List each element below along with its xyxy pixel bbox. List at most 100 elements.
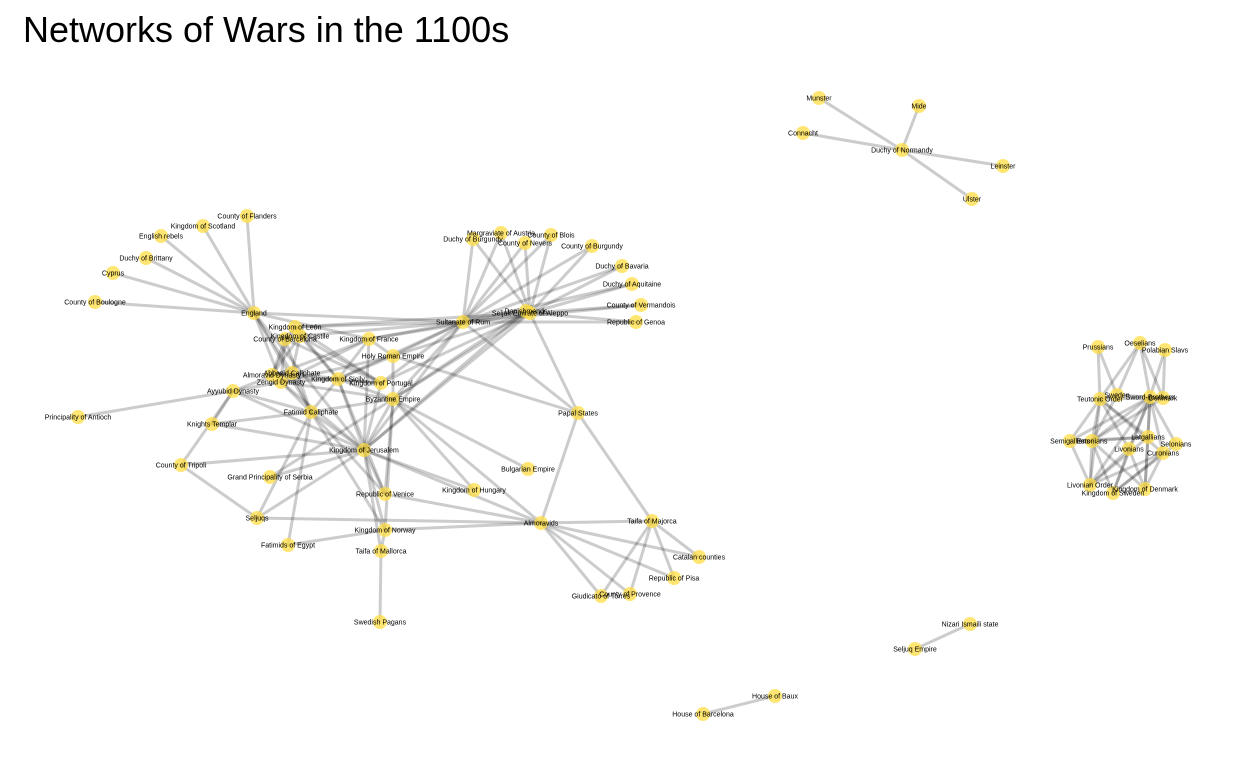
node-mide[interactable] [912,99,926,113]
edge-rum-hre [391,320,465,358]
node-munster[interactable] [812,91,826,105]
node-papal[interactable] [571,406,585,420]
node-vermandois[interactable] [634,298,648,312]
edge-england-cyprus [111,271,256,315]
edge-sicily-venice [336,377,387,496]
edge-normandy-munster [817,96,904,152]
node-oeselians[interactable] [1133,336,1147,350]
node-catalan[interactable] [692,550,706,564]
node-templar[interactable] [205,417,219,431]
node-label-sicily: Kingdom of Sicily [311,377,365,384]
node-label-hungary: Kingdom of Hungary [442,488,506,495]
node-connacht[interactable] [796,126,810,140]
node-ayyubid[interactable] [226,384,240,398]
edge-kdenmark-livonians [1127,447,1147,491]
node-hungary[interactable] [467,483,481,497]
node-bavaria[interactable] [615,259,629,273]
node-nevers[interactable] [518,236,532,250]
node-scotland[interactable] [196,219,210,233]
node-ulster[interactable] [965,192,979,206]
node-livonians[interactable] [1122,442,1136,456]
node-selonians[interactable] [1169,437,1183,451]
node-seljuq_empire[interactable] [908,642,922,656]
node-bulgarian[interactable] [521,462,535,476]
node-estonians[interactable] [1085,434,1099,448]
node-ksweden[interactable] [1106,486,1120,500]
edge-england-flanders [245,214,256,315]
node-rum[interactable] [456,315,470,329]
node-almoravids[interactable] [534,516,548,530]
edge-rum-dburgundy [461,237,475,324]
node-england[interactable] [247,306,261,320]
node-curonians[interactable] [1156,446,1170,460]
node-pisa[interactable] [667,571,681,585]
node-zengid[interactable] [274,375,288,389]
node-sicily[interactable] [331,372,345,386]
node-fatimid[interactable] [304,405,318,419]
node-seljuqs[interactable] [250,511,264,525]
node-label-bulgarian: Bulgarian Empire [501,467,555,474]
node-teutonic[interactable] [1093,392,1107,406]
node-antioch[interactable] [71,410,85,424]
edge-rum-papal [461,320,580,415]
node-aleppo[interactable] [523,306,537,320]
node-provence[interactable] [623,587,637,601]
node-serbia[interactable] [263,470,277,484]
node-english_rebels[interactable] [154,229,168,243]
node-polabian[interactable] [1158,343,1172,357]
node-swedish_pagans[interactable] [373,615,387,629]
node-sweden[interactable] [1110,388,1124,402]
edge-aleppo-dburgundy [471,237,532,315]
node-barcelona[interactable] [278,332,292,346]
node-norway[interactable] [378,523,392,537]
node-torres[interactable] [594,589,608,603]
node-austria[interactable] [494,226,508,240]
node-swordbrothers[interactable] [1143,390,1157,404]
node-dburgundy[interactable] [466,232,480,246]
edge-venice-almoravids [383,492,543,525]
node-label-fatimid: Fatimid Caliphate [284,410,339,417]
node-flanders[interactable] [240,209,254,223]
node-label-serbia: Grand Principality of Serbia [227,475,312,482]
node-fatimids_egypt[interactable] [281,538,295,552]
node-blois[interactable] [544,228,558,242]
node-taifa_majorca[interactable] [645,514,659,528]
node-venice[interactable] [378,487,392,501]
node-tripoli[interactable] [174,458,188,472]
node-label-genoa: Republic of Genoa [607,320,665,327]
node-cburgundy[interactable] [585,239,599,253]
node-byzantine[interactable] [386,392,400,406]
node-castile[interactable] [293,329,307,343]
node-genoa[interactable] [629,315,643,329]
node-latgallians[interactable] [1141,430,1155,444]
node-jerusalem[interactable] [357,443,371,457]
edge-abbasid-sicily [290,371,340,381]
node-portugal[interactable] [374,376,388,390]
node-prussians[interactable] [1091,340,1105,354]
node-livonian_order[interactable] [1083,478,1097,492]
node-taifa_mallorca[interactable] [374,544,388,558]
node-kdenmark[interactable] [1138,482,1152,496]
node-baux[interactable] [768,689,782,703]
node-label-bavaria: Duchy of Bavaria [595,264,648,271]
node-aquitaine[interactable] [625,277,639,291]
node-nizari[interactable] [963,617,977,631]
edge-norway-almoravids [383,521,543,532]
edge-barcelona-zengid [279,337,287,384]
edge-zengid-fatimid [279,380,313,414]
node-brittany[interactable] [139,251,153,265]
node-semigallians[interactable] [1063,434,1077,448]
node-boulogne[interactable] [88,295,102,309]
node-leinster[interactable] [996,159,1010,173]
node-abbasid[interactable] [285,366,299,380]
node-hre[interactable] [386,349,400,363]
node-cyprus[interactable] [106,266,120,280]
node-house_barcelona[interactable] [696,707,710,721]
node-label-scotland: Kingdom of Scotland [171,224,236,231]
edge-teutonic-curonians [1098,397,1165,455]
node-normandy[interactable] [895,143,909,157]
node-france[interactable] [362,332,376,346]
edge-livonian_order-semigallians [1068,439,1092,487]
node-denmark[interactable] [1156,391,1170,405]
edge-denmark-estonians [1090,396,1165,443]
